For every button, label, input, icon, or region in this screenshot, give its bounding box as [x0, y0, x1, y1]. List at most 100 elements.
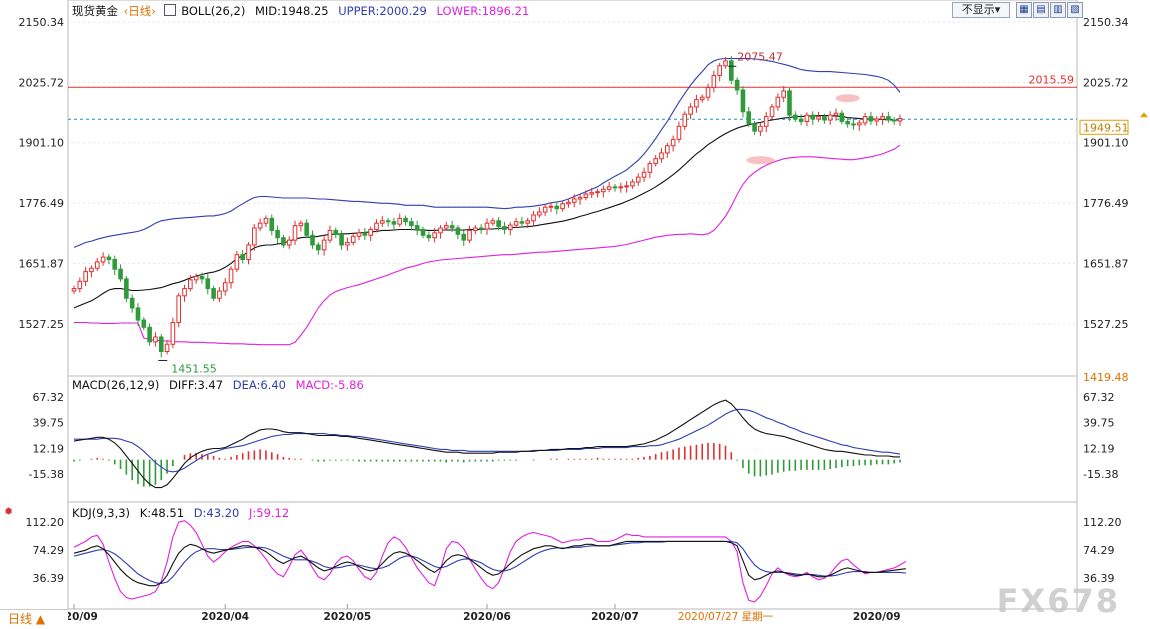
candle	[577, 197, 583, 200]
candle	[321, 239, 327, 251]
kdj-k: K:48.51	[139, 506, 185, 520]
candle	[682, 113, 688, 127]
candle	[595, 191, 600, 194]
resistance-label: 2015.59	[1029, 73, 1075, 86]
price-panel[interactable]: 2015.59 2075.47 1451.55	[68, 50, 1077, 375]
macd-header: MACD(26,12,9) DIFF:3.47 DEA:6.40 MACD:-5…	[72, 378, 370, 392]
candle	[310, 234, 315, 246]
kdj-j-line	[73, 520, 907, 603]
price-tick-left: 1776.49	[19, 197, 65, 210]
candle	[298, 222, 304, 227]
chart-frame	[67, 0, 1078, 610]
candle	[327, 229, 333, 241]
candle	[71, 288, 77, 292]
candle	[740, 89, 746, 113]
candle	[164, 343, 170, 353]
candle	[118, 268, 123, 280]
kdj-tick-right: 74.29	[1083, 544, 1115, 557]
candle	[292, 225, 298, 241]
macd-tick-right: 39.75	[1083, 417, 1115, 430]
candle	[566, 201, 571, 205]
candle	[711, 74, 717, 89]
candle	[705, 87, 711, 98]
macd-title: MACD(26,12,9)	[72, 378, 160, 392]
candle	[205, 278, 211, 290]
kdj-j: J:59.12	[249, 506, 290, 520]
price-tick-left: 1901.10	[19, 137, 65, 150]
macd-diff: DIFF:3.47	[169, 378, 224, 392]
candle	[717, 65, 722, 76]
candle	[804, 114, 810, 122]
kdj-d: D:43.20	[193, 506, 240, 520]
candle	[391, 221, 397, 225]
candle	[490, 220, 496, 224]
candle	[833, 112, 839, 116]
candle	[345, 242, 350, 246]
candle	[787, 90, 792, 116]
candle	[333, 229, 339, 235]
candle	[112, 259, 118, 270]
highlight-ellipse	[746, 156, 775, 165]
candle	[606, 186, 612, 190]
candle	[170, 321, 176, 345]
macd-tick-right: 67.32	[1083, 391, 1115, 404]
candle	[769, 106, 775, 118]
candle	[659, 152, 664, 160]
candle	[560, 203, 565, 210]
candle	[688, 106, 693, 115]
candle	[525, 220, 531, 224]
candle	[618, 186, 624, 189]
boll-label: BOLL(26,2)	[181, 4, 246, 18]
candle	[234, 254, 240, 270]
candle	[362, 232, 368, 236]
macd-panel[interactable]	[73, 399, 901, 489]
chart-tool-icon[interactable]: ▦	[1016, 2, 1032, 18]
candle	[531, 214, 536, 222]
candle	[886, 116, 891, 121]
candle	[781, 90, 786, 98]
candle	[891, 119, 897, 122]
layout-icon[interactable]: ▥	[1050, 2, 1066, 18]
settings-icon[interactable]: ▧	[1067, 2, 1083, 18]
candle	[316, 244, 321, 251]
candle	[414, 225, 420, 230]
candle	[554, 205, 560, 210]
candle	[665, 145, 670, 154]
candle	[641, 171, 647, 178]
candle	[763, 116, 769, 127]
candle	[217, 290, 222, 299]
candle	[571, 198, 577, 203]
candle	[746, 111, 752, 125]
period-button[interactable]: 日线 ▲	[0, 609, 68, 628]
candle	[199, 275, 205, 280]
candle	[473, 227, 478, 231]
candle	[339, 233, 344, 246]
candle	[612, 186, 618, 189]
candle	[147, 326, 152, 343]
boll-upper-line	[73, 57, 901, 248]
candle	[228, 268, 234, 284]
boll-lower: LOWER:1896.21	[436, 4, 530, 18]
candle	[851, 123, 856, 126]
price-tick-right: 2150.34	[1083, 16, 1129, 29]
candle	[420, 228, 426, 236]
hide-dropdown-button[interactable]: 不显示▾	[952, 2, 1010, 18]
boll-indicator-icon[interactable]	[163, 4, 176, 16]
high-marker-label: 2075.47	[737, 50, 783, 63]
candle	[729, 60, 734, 81]
candle	[158, 336, 164, 353]
candle	[275, 229, 280, 239]
candle	[758, 125, 763, 132]
indicator-icon[interactable]: ▤	[1033, 2, 1049, 18]
candle	[211, 288, 216, 299]
macd-dea-line	[74, 408, 901, 473]
candle	[839, 112, 845, 122]
kdj-gear-icon[interactable]: ✹	[4, 505, 14, 518]
macd-tick-right: 12.19	[1083, 442, 1115, 455]
candle	[426, 234, 432, 239]
candle	[484, 222, 490, 230]
cursor-date-label: 2020/07/27 星期一	[678, 611, 774, 623]
kdj-panel[interactable]	[73, 520, 907, 603]
candle	[635, 176, 641, 183]
